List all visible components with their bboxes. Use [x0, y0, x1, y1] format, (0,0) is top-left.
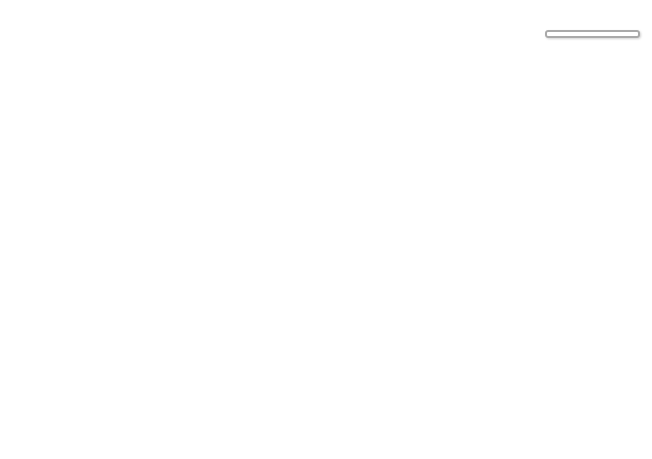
- chart-container: [0, 27, 652, 399]
- price-chart[interactable]: [0, 27, 652, 399]
- last-point-tooltip: [545, 30, 640, 38]
